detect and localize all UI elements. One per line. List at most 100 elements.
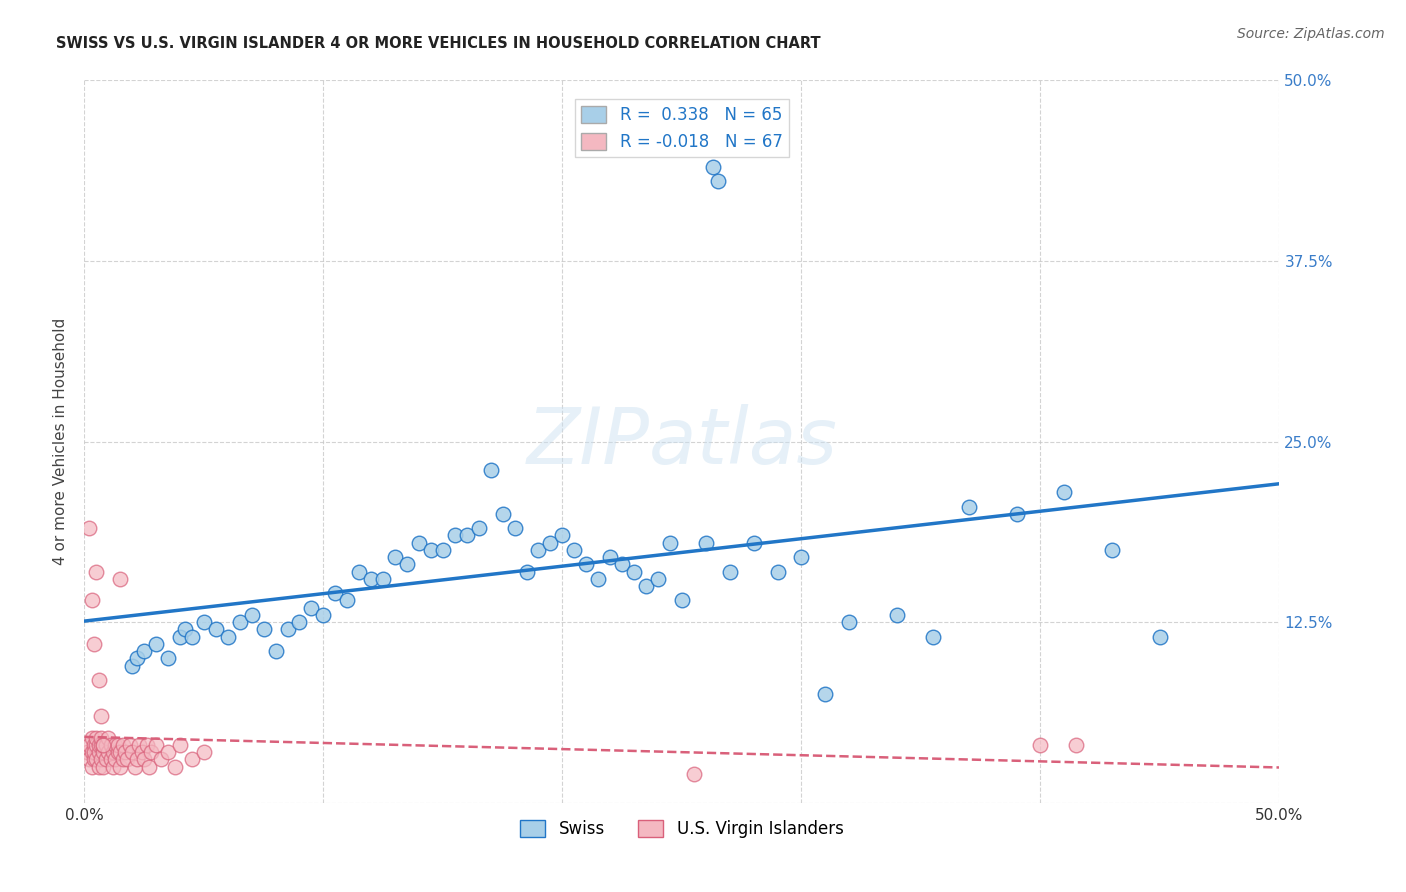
Point: [86, 565, 108, 579]
Point: [87, 745, 110, 759]
Point: [349, 565, 371, 579]
Point: [456, 528, 478, 542]
Point: [636, 579, 658, 593]
Point: [93, 745, 115, 759]
Point: [599, 550, 621, 565]
Point: [838, 615, 860, 630]
Point: [100, 738, 122, 752]
Point: [131, 745, 153, 759]
Point: [83, 745, 105, 759]
Point: [702, 160, 724, 174]
Point: [90, 752, 112, 766]
Point: [165, 760, 187, 774]
Point: [117, 752, 139, 766]
Point: [107, 745, 129, 759]
Point: [360, 572, 382, 586]
Point: [444, 528, 467, 542]
Point: [957, 500, 980, 514]
Point: [104, 738, 127, 752]
Point: [80, 593, 103, 607]
Point: [90, 709, 112, 723]
Point: [149, 752, 172, 766]
Point: [87, 760, 110, 774]
Point: [492, 507, 515, 521]
Point: [80, 745, 103, 759]
Point: [527, 542, 550, 557]
Point: [575, 558, 598, 572]
Point: [83, 637, 105, 651]
Point: [118, 738, 141, 752]
Point: [80, 731, 103, 745]
Point: [107, 738, 129, 752]
Point: [110, 745, 132, 759]
Point: [90, 731, 112, 745]
Point: [138, 760, 160, 774]
Point: [647, 572, 669, 586]
Point: [240, 607, 263, 622]
Point: [1053, 485, 1076, 500]
Point: [97, 745, 120, 759]
Point: [121, 658, 143, 673]
Point: [217, 630, 239, 644]
Point: [659, 535, 682, 549]
Point: [253, 623, 276, 637]
Point: [90, 738, 112, 752]
Point: [86, 731, 108, 745]
Point: [80, 760, 103, 774]
Point: [104, 752, 127, 766]
Point: [193, 745, 215, 759]
Point: [1029, 738, 1052, 752]
Point: [83, 738, 105, 752]
Point: [1005, 507, 1028, 521]
Point: [420, 542, 443, 557]
Point: [157, 745, 180, 759]
Point: [135, 738, 157, 752]
Point: [814, 687, 837, 701]
Point: [336, 593, 359, 607]
Point: [121, 745, 143, 759]
Point: [551, 528, 574, 542]
Point: [612, 558, 634, 572]
Text: SWISS VS U.S. VIRGIN ISLANDER 4 OR MORE VEHICLES IN HOUSEHOLD CORRELATION CHART: SWISS VS U.S. VIRGIN ISLANDER 4 OR MORE …: [56, 36, 821, 51]
Point: [111, 738, 134, 752]
Point: [503, 521, 526, 535]
Point: [97, 731, 120, 745]
Point: [86, 738, 108, 752]
Point: [588, 572, 610, 586]
Point: [695, 535, 717, 549]
Point: [93, 760, 115, 774]
Point: [540, 535, 562, 549]
Point: [145, 738, 167, 752]
Point: [111, 752, 134, 766]
Point: [623, 565, 645, 579]
Point: [77, 738, 100, 752]
Point: [1101, 542, 1123, 557]
Point: [1149, 630, 1171, 644]
Point: [110, 760, 132, 774]
Point: [76, 745, 98, 759]
Point: [93, 738, 115, 752]
Point: [384, 550, 406, 565]
Point: [193, 615, 215, 630]
Point: [132, 752, 156, 766]
Point: [288, 615, 311, 630]
Point: [718, 565, 741, 579]
Point: [101, 760, 124, 774]
Point: [301, 600, 323, 615]
Point: [125, 752, 148, 766]
Point: [128, 738, 150, 752]
Point: [564, 542, 586, 557]
Point: [742, 535, 765, 549]
Point: [110, 572, 132, 586]
Point: [264, 644, 287, 658]
Point: [408, 535, 430, 549]
Point: [169, 738, 191, 752]
Point: [1066, 738, 1088, 752]
Point: [157, 651, 180, 665]
Text: Source: ZipAtlas.com: Source: ZipAtlas.com: [1237, 27, 1385, 41]
Point: [683, 767, 706, 781]
Point: [432, 542, 454, 557]
Point: [87, 673, 110, 687]
Point: [671, 593, 693, 607]
Point: [169, 630, 191, 644]
